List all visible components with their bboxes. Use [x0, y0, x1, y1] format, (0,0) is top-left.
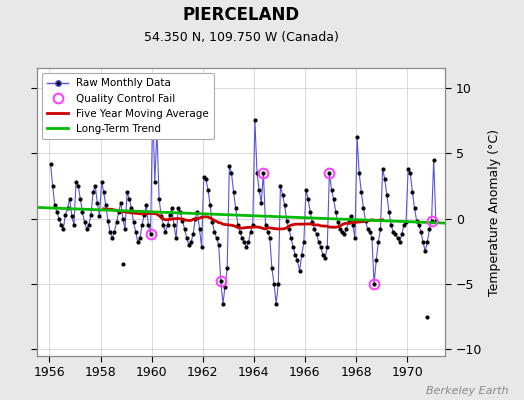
Y-axis label: Temperature Anomaly (°C): Temperature Anomaly (°C): [488, 128, 501, 296]
Text: PIERCELAND: PIERCELAND: [182, 6, 300, 24]
Text: Berkeley Earth: Berkeley Earth: [426, 386, 508, 396]
Legend: Raw Monthly Data, Quality Control Fail, Five Year Moving Average, Long-Term Tren: Raw Monthly Data, Quality Control Fail, …: [42, 73, 214, 139]
Text: 54.350 N, 109.750 W (Canada): 54.350 N, 109.750 W (Canada): [144, 31, 339, 44]
